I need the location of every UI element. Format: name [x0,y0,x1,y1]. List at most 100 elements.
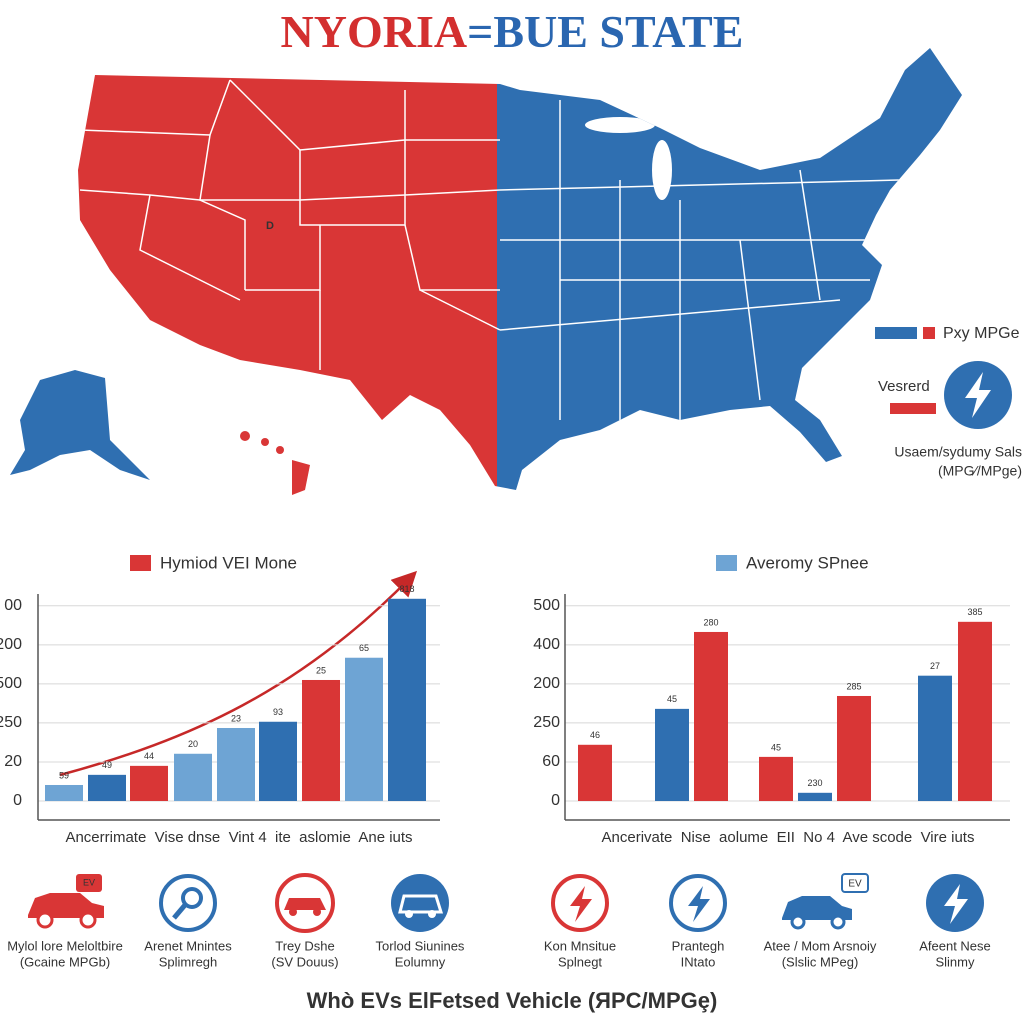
legend-label: Averomy SPnee [746,553,869,572]
legend-note: (MPG⁄/MPge) [938,463,1022,479]
icon-bolt-blue [926,874,984,932]
bar-label: 818 [399,584,414,594]
bar [759,756,793,801]
legend-swatch-red [890,403,936,414]
bar [88,774,126,801]
icon-bolt-red [551,874,609,932]
bar-label: 44 [144,751,154,761]
svg-text:EV: EV [83,877,95,887]
bar [798,792,832,801]
bar-label: 27 [930,661,940,671]
icon-row: EV EV [28,873,984,933]
y-tick-label: 200 [0,636,22,653]
footer: Whò EVs ElFetsed Vehicle (ЯPC/MPGȩ) [307,988,718,1013]
icon-label: Splimregh [159,954,218,969]
y-tick-label: 60 [542,753,560,770]
icon-label: Eolumny [395,954,446,969]
y-tick-label: 0 [551,792,560,809]
y-tick-label: 00 [4,597,22,614]
bar [45,784,83,801]
legend-swatch-red [923,327,935,339]
bar-label: 59 [59,770,69,780]
x-axis-label: Ancerivate Nise aolume EII No 4 Ave scod… [602,829,975,846]
bar [345,657,383,801]
icon-label: Splnegt [558,954,602,969]
icon-bolt-outline [669,874,727,932]
bar [958,621,992,801]
y-tick-label: 500 [0,675,22,692]
icon-label: Slinmy [935,954,975,969]
hawaii [240,431,310,495]
bar [578,744,612,801]
icon-plug [159,874,217,932]
bar-label: 230 [807,778,822,788]
blue-region [497,48,962,490]
bar-label: 285 [846,681,861,691]
alaska [10,370,150,480]
bar [655,708,689,801]
bar [388,598,426,801]
icon-label: Afeent Nese [919,938,991,953]
y-tick-label: 250 [533,714,560,731]
bar-label: 280 [703,617,718,627]
y-tick-label: 400 [533,636,560,653]
red-region [78,48,497,490]
bar-label: 23 [231,713,241,723]
bar [694,631,728,801]
legend-swatch [716,555,737,571]
icon-car-ev-blue: EV [782,873,869,930]
icon-label: Prantegh [672,938,725,953]
legend-label: Pxy MPGe [943,325,1020,342]
svg-text:EV: EV [848,879,862,890]
icon-car-ev: EV [28,874,104,929]
bar-label: 25 [316,665,326,675]
icon-label: Mylol lore Meloltbire [7,938,123,953]
lake-superior [585,117,655,133]
title-left: NYORIA [281,6,468,57]
bar-label: 65 [359,643,369,653]
bar-label: 385 [967,607,982,617]
bar-label: 45 [667,694,677,704]
icon-labels: Mylol lore Meloltbire(Gcaine MPGb) Arenet… [7,938,991,969]
bar-label: 20 [188,739,198,749]
y-tick-label: 200 [533,675,560,692]
bar [302,679,340,801]
icon-label: Atee / Mom Arsnoiy [764,938,877,953]
legend-swatch [130,555,151,571]
y-tick-label: 500 [533,597,560,614]
us-map: D [10,48,962,495]
y-tick-label: 0 [13,792,22,809]
icon-label: Kon Mnsitue [544,938,616,953]
trend-arrow [59,570,418,777]
x-axis-label: Ancerrimate Vise dnse Vint 4 ite aslomie… [65,829,412,846]
map-label: D [266,220,274,232]
legend-label: Hymiod VEI Mone [160,553,297,572]
legend-swatch-blue [875,327,917,339]
state-lines [79,79,901,430]
bar-label: 49 [102,760,112,770]
bar-label: 93 [273,707,283,717]
lake-michigan [652,140,672,200]
bar [130,765,168,801]
bar [918,675,952,801]
legend-note: Usaem/sydumy Sals [894,444,1022,460]
icon-car-red [275,873,335,933]
icon-car-blue [391,874,449,932]
bolt [965,372,991,418]
y-tick-label: 250 [0,714,22,731]
icon-label: (Slslic MPeg) [782,954,859,969]
bar [217,727,255,801]
y-tick-label: 20 [4,753,22,770]
bar [259,721,297,801]
bar [174,753,212,801]
icon-label: Trey Dshe [275,938,334,953]
bar [837,695,871,801]
icon-label: Arenet Mnintes [144,938,232,953]
legend-label: Vesrerd [878,378,930,395]
bar-label: 45 [771,742,781,752]
icon-label: (SV Douus) [271,954,338,969]
bar-label: 46 [590,730,600,740]
title: NYORIA=BUE STATE [281,6,744,57]
title-right: =BUE STATE [467,6,743,57]
